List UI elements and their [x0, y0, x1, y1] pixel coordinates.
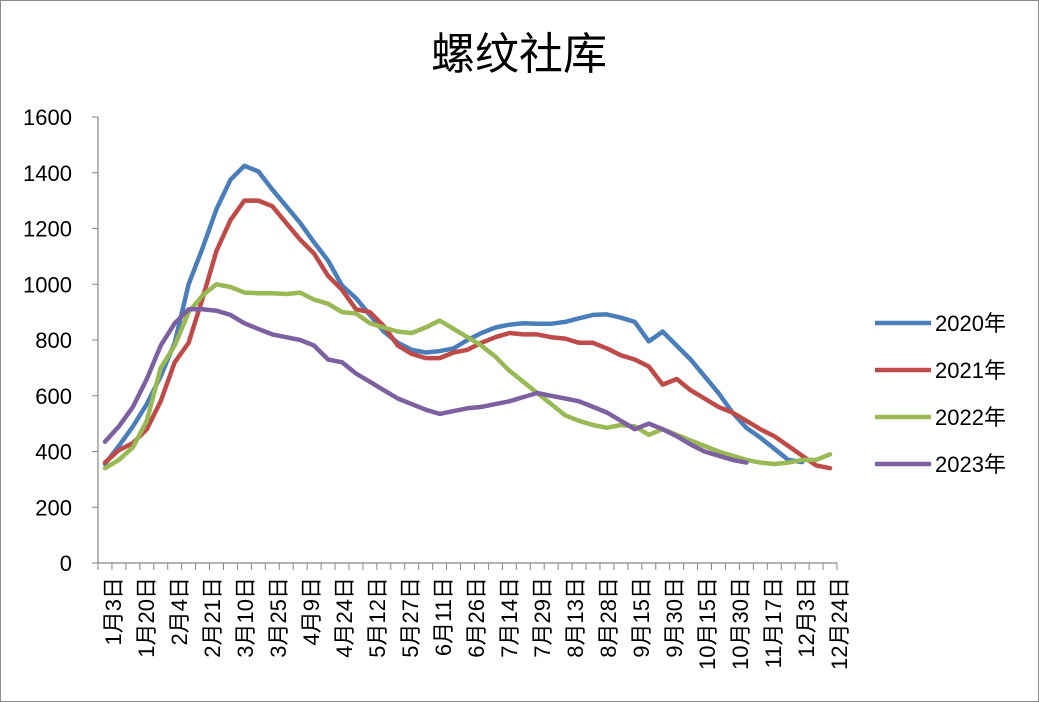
- y-tick-label: 400: [35, 440, 72, 465]
- x-tick-label: 3月10日: [233, 577, 258, 658]
- legend-label: 2020年: [935, 311, 1006, 336]
- y-tick-label: 1600: [23, 105, 72, 130]
- y-tick-label: 1200: [23, 217, 72, 242]
- x-tick-label: 2月21日: [200, 577, 225, 658]
- x-tick-label: 10月30日: [728, 577, 753, 670]
- y-tick-label: 0: [60, 551, 72, 576]
- x-tick-label: 1月3日: [101, 577, 126, 645]
- x-tick-label: 7月29日: [530, 577, 555, 658]
- y-tick-label: 1000: [23, 272, 72, 297]
- legend-label: 2023年: [935, 452, 1006, 477]
- x-tick-label: 10月15日: [695, 577, 720, 670]
- y-tick-label: 1400: [23, 161, 72, 186]
- x-tick-label: 11月17日: [761, 577, 786, 668]
- series-layer: [102, 163, 833, 471]
- x-tick-label: 12月3日: [794, 577, 819, 658]
- x-tick-label: 8月13日: [563, 577, 588, 658]
- x-tick-label: 8月28日: [596, 577, 621, 658]
- axes: 0 200 400 600 800 1000 1200 1400 1600 1月3日 1月20日 2月…: [23, 105, 852, 670]
- x-tick-label: 1月20日: [134, 577, 159, 658]
- x-tick-label: 4月24日: [332, 577, 357, 658]
- x-tick-label: 6月26日: [464, 577, 489, 658]
- x-tick-label: 6月11日: [431, 577, 456, 656]
- x-tick-label: 2月4日: [167, 577, 192, 645]
- y-tick-label: 200: [35, 495, 72, 520]
- chart-title: 螺纹社库: [431, 29, 607, 80]
- x-tick-label: 3月25日: [266, 577, 291, 658]
- legend-label: 2021年: [935, 358, 1006, 383]
- x-tick-label: 7月14日: [497, 577, 522, 658]
- legend: 2020年 2021年 2022年 2023年: [875, 311, 1006, 477]
- series-line: [102, 282, 833, 471]
- y-tick-label: 600: [35, 384, 72, 409]
- series-line: [102, 163, 805, 467]
- x-tick-label: 5月12日: [365, 577, 390, 658]
- legend-label: 2022年: [935, 405, 1006, 430]
- x-tick-label: 5月27日: [398, 577, 423, 658]
- x-tick-label: 9月30日: [662, 577, 687, 658]
- series-line: [102, 307, 749, 465]
- x-tick-label: 12月24日: [827, 577, 852, 670]
- x-tick-label: 9月15日: [629, 577, 654, 658]
- y-tick-label: 800: [35, 328, 72, 353]
- x-tick-label: 4月9日: [299, 577, 324, 645]
- series-line: [102, 198, 833, 471]
